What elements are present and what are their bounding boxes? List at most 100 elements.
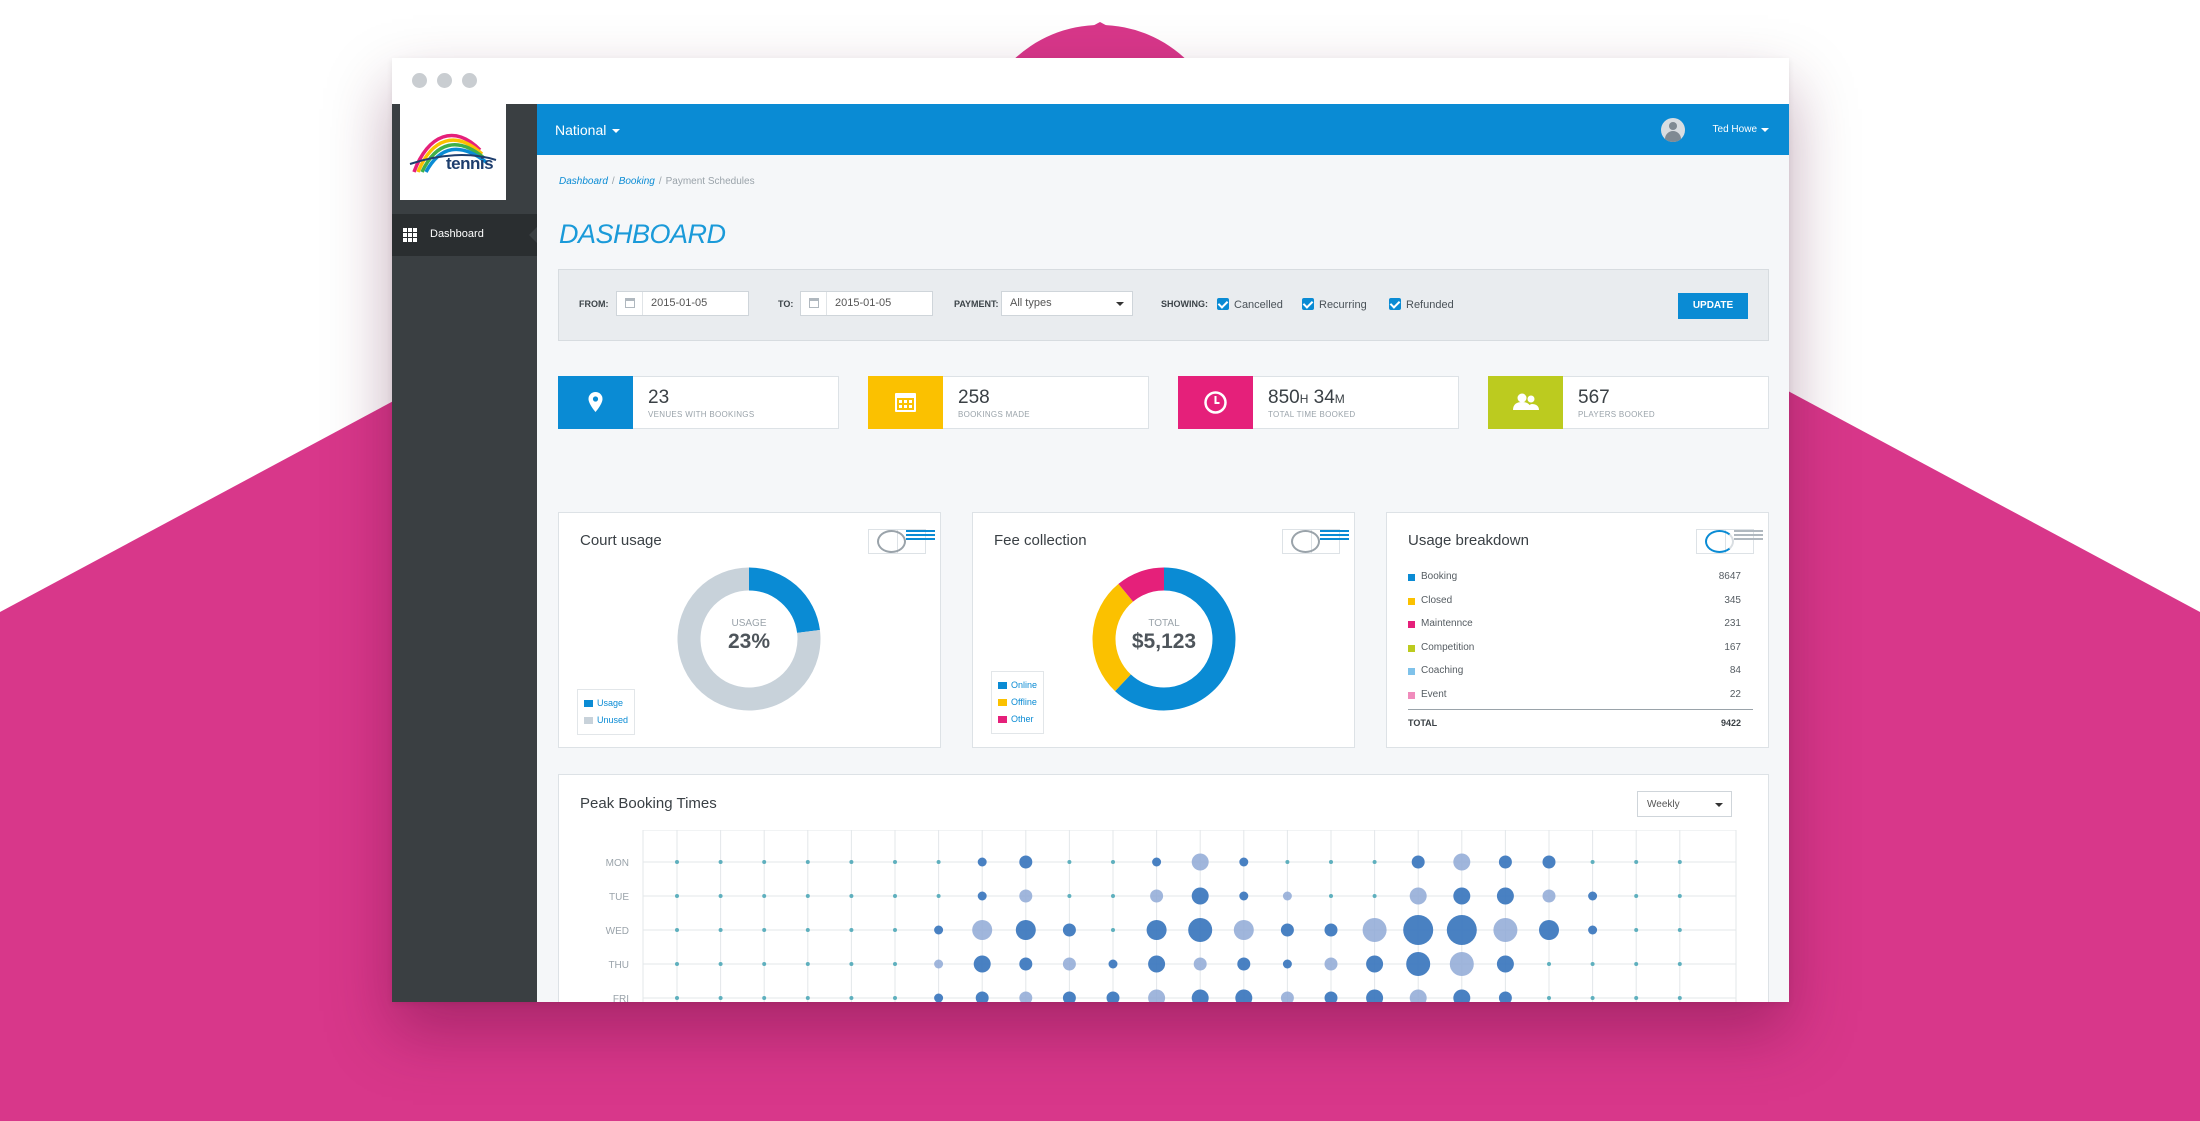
- bubble-point: [1239, 891, 1249, 901]
- bubble-point: [936, 894, 941, 898]
- user-menu[interactable]: Ted Howe: [1659, 118, 1769, 142]
- bubble-point: [849, 962, 854, 966]
- stat-value: 23: [648, 387, 670, 408]
- bubble-point: [1062, 957, 1076, 971]
- bubble-point: [1634, 928, 1639, 932]
- bubble-point: [1493, 918, 1518, 942]
- bubble-point: [893, 962, 897, 966]
- view-toggle: [1696, 529, 1763, 554]
- bubble-point: [1235, 989, 1253, 1002]
- breadcrumb-current: Payment Schedules: [665, 176, 755, 187]
- bubble-point: [1588, 891, 1598, 901]
- bubble-point: [1067, 860, 1072, 864]
- bubble-point: [718, 928, 723, 932]
- range-select[interactable]: Weekly: [1637, 791, 1732, 817]
- chevron-down-icon: [1761, 128, 1769, 132]
- chevron-down-icon: [612, 129, 621, 134]
- recurring-checkbox[interactable]: Recurring: [1302, 298, 1367, 311]
- y-tick-label: TUE: [609, 892, 629, 903]
- bubble-point: [1634, 860, 1639, 864]
- stat-label: TOTAL TIME BOOKED: [1268, 410, 1356, 419]
- legend-item: Offline: [998, 694, 1037, 711]
- bubble-point: [977, 891, 987, 901]
- bubble-point: [1539, 920, 1559, 940]
- bubble-point: [1403, 915, 1434, 945]
- list-view-button[interactable]: [1726, 530, 1763, 553]
- region-dropdown[interactable]: National: [555, 122, 621, 138]
- legend-item: Usage: [584, 695, 628, 712]
- bubble-point: [1362, 918, 1387, 942]
- topbar: National Ted Howe: [537, 104, 1789, 155]
- court-usage-panel: Court usage USAGE 23% Usage Unused: [558, 512, 941, 748]
- chart-view-button[interactable]: [1697, 530, 1734, 553]
- divider: [1408, 709, 1753, 710]
- chart-view-button[interactable]: [1283, 530, 1320, 553]
- bubble-point: [1677, 996, 1682, 1000]
- checkbox-checked-icon: [1389, 298, 1401, 310]
- from-date-field[interactable]: 2015-01-05: [616, 291, 749, 316]
- logo-text: tennis: [446, 154, 494, 173]
- bubble-point: [1677, 962, 1682, 966]
- active-notch: [529, 227, 537, 243]
- list-view-button[interactable]: [1312, 530, 1349, 553]
- browser-window: tennis Dashboard National Ted Howe Dashb…: [392, 58, 1789, 1002]
- bubble-point: [1188, 918, 1213, 942]
- bubble-point: [1324, 957, 1338, 971]
- bubble-point: [1547, 962, 1551, 966]
- window-dot-close[interactable]: [412, 73, 427, 88]
- bubble-point: [1019, 957, 1033, 971]
- bubble-point: [1453, 887, 1471, 905]
- bubble-point: [805, 894, 810, 898]
- bubble-point: [805, 996, 810, 1000]
- payment-select[interactable]: All types: [1001, 291, 1133, 316]
- chart-legend: Online Offline Other: [991, 671, 1045, 734]
- bubble-point: [849, 894, 854, 898]
- chart-view-button[interactable]: [869, 530, 906, 553]
- window-dot-maximize[interactable]: [462, 73, 477, 88]
- cancelled-checkbox[interactable]: Cancelled: [1217, 298, 1283, 311]
- list-icon: [1320, 530, 1349, 553]
- bubble-point: [762, 996, 767, 1000]
- bubble-point: [675, 860, 679, 864]
- tennis-logo[interactable]: tennis: [400, 104, 506, 200]
- stat-card-time: 850H 34M TOTAL TIME BOOKED: [1178, 376, 1459, 429]
- bubble-point: [1111, 928, 1115, 932]
- bubble-point: [805, 860, 810, 864]
- bubble-point: [1019, 889, 1033, 903]
- bubble-point: [805, 928, 810, 932]
- to-date-field[interactable]: 2015-01-05: [800, 291, 933, 316]
- breadcrumb-booking[interactable]: Booking: [618, 176, 655, 187]
- view-toggle: [868, 529, 935, 554]
- breadcrumb-dashboard[interactable]: Dashboard: [559, 176, 608, 187]
- donut-slice-online: [1115, 567, 1236, 711]
- list-view-button[interactable]: [898, 530, 935, 553]
- user-name: Ted Howe: [1712, 124, 1757, 135]
- checkbox-label: Refunded: [1406, 299, 1454, 311]
- panel-title: Peak Booking Times: [580, 795, 717, 812]
- bubble-point: [1366, 989, 1384, 1002]
- stat-label: VENUES WITH BOOKINGS: [648, 410, 755, 419]
- checkbox-checked-icon: [1302, 298, 1314, 310]
- bubble-point: [934, 959, 944, 969]
- bubble-point: [1590, 860, 1595, 864]
- plot-frame: [642, 830, 1737, 1002]
- bubble-point: [1067, 894, 1072, 898]
- showing-label: SHOWING:: [1161, 299, 1208, 309]
- breakdown-row: Closed 345: [1408, 592, 1753, 616]
- bubble-point: [1237, 957, 1251, 971]
- bubble-point: [934, 925, 944, 935]
- bubble-point: [762, 962, 767, 966]
- view-toggle: [1282, 529, 1349, 554]
- y-tick-label: THU: [608, 960, 629, 971]
- donut-center-value: $5,123: [1131, 630, 1197, 653]
- refunded-checkbox[interactable]: Refunded: [1389, 298, 1454, 311]
- bubble-point: [1542, 889, 1556, 903]
- y-tick-label: WED: [606, 926, 629, 937]
- bubble-point: [1677, 894, 1682, 898]
- window-dot-minimize[interactable]: [437, 73, 452, 88]
- bubble-point: [893, 894, 897, 898]
- update-button[interactable]: UPDATE: [1678, 293, 1748, 319]
- stat-icon-box: [1178, 376, 1253, 429]
- region-label: National: [555, 122, 607, 138]
- sidebar-item-dashboard[interactable]: Dashboard: [392, 214, 537, 256]
